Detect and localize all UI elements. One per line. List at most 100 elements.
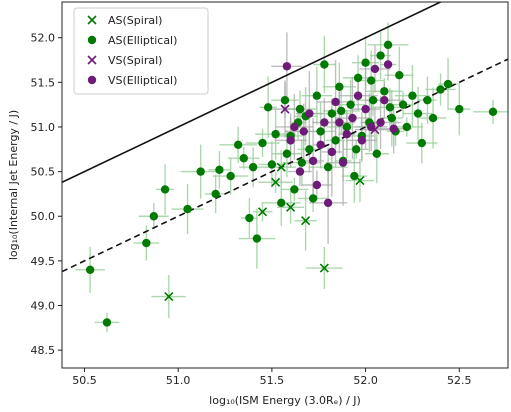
as-elliptical-point: [215, 165, 224, 175]
vs-elliptical-point: [383, 60, 393, 69]
as-elliptical-point: [455, 104, 464, 114]
legend-label: VS(Spiral): [108, 54, 162, 67]
as-elliptical-point: [149, 212, 159, 221]
legend-label: VS(Elliptical): [108, 74, 177, 87]
legend-marker: [87, 75, 97, 85]
as-elliptical-point: [183, 204, 192, 214]
vs-elliptical-point: [370, 64, 380, 74]
as-elliptical-point: [423, 95, 432, 105]
as-elliptical-point: [346, 100, 355, 109]
vs-elliptical-point: [305, 109, 314, 118]
as-spiral-point: [271, 177, 281, 187]
x-marker-stroke: [286, 202, 296, 212]
as-elliptical-point: [443, 79, 453, 89]
as-elliptical-point: [160, 185, 170, 194]
as-elliptical-point: [85, 265, 95, 275]
vs-elliptical-point: [361, 104, 370, 114]
as-elliptical-point: [196, 167, 205, 176]
vs-elliptical-point: [316, 140, 325, 150]
y-axis-label: log₁₀(Internal Jet Energy / J): [7, 110, 20, 260]
legend-label: AS(Spiral): [108, 14, 162, 27]
as-elliptical-point: [327, 109, 337, 118]
as-elliptical-point: [252, 234, 262, 243]
vs-elliptical-point: [338, 158, 348, 167]
vs-elliptical-point: [342, 129, 352, 139]
as-elliptical-point: [398, 100, 408, 109]
vs-elliptical-point: [331, 97, 340, 107]
vs-elliptical-point: [376, 118, 385, 127]
y-tick-label: 49.5: [31, 255, 56, 268]
y-tick-label: 50.0: [31, 210, 56, 223]
vs-elliptical-point: [327, 147, 337, 157]
as-elliptical-point: [331, 136, 340, 145]
vs-elliptical-point: [312, 180, 322, 190]
vs-elliptical-point: [353, 91, 363, 100]
as-elliptical-point: [280, 95, 290, 105]
as-elliptical-point: [312, 91, 322, 100]
legend-label: AS(Elliptical): [108, 34, 177, 47]
y-tick-label: 48.5: [31, 344, 56, 357]
as-elliptical-point: [245, 213, 254, 223]
as-elliptical-point: [102, 318, 112, 327]
y-tick-label: 50.5: [31, 166, 56, 179]
x-marker-stroke: [87, 15, 97, 25]
as-spiral-point: [286, 202, 296, 212]
x-marker-stroke: [164, 292, 174, 302]
as-elliptical-point: [380, 87, 389, 96]
as-elliptical-point: [402, 122, 412, 132]
as-elliptical-point: [335, 82, 344, 92]
as-elliptical-point: [367, 76, 376, 85]
legend-marker: [87, 55, 97, 65]
as-elliptical-point: [239, 154, 248, 163]
as-elliptical-point: [211, 189, 220, 199]
as-elliptical-point: [385, 103, 395, 112]
x-tick-label: 51.0: [166, 374, 191, 387]
as-spiral-point: [257, 207, 268, 217]
as-elliptical-point: [271, 129, 280, 139]
as-elliptical-point: [297, 158, 307, 167]
as-spiral-point: [319, 263, 329, 273]
as-elliptical-point: [372, 149, 382, 158]
y-tick-label: 49.0: [31, 300, 56, 313]
y-tick-label: 51.5: [31, 76, 56, 89]
x-marker-stroke: [355, 175, 365, 186]
vs-elliptical-point: [380, 95, 389, 105]
as-elliptical-point: [395, 71, 404, 80]
as-elliptical-point: [368, 95, 378, 105]
as-elliptical-point: [248, 162, 258, 172]
x-marker-stroke: [257, 207, 268, 217]
x-marker-stroke: [301, 216, 311, 226]
legend: AS(Spiral) AS(Elliptical) VS(Spiral) VS(Ell…: [73, 7, 209, 95]
vs-elliptical-point: [308, 156, 318, 166]
dashed-reference-line: [62, 58, 508, 273]
as-elliptical-point: [436, 85, 445, 94]
as-elliptical-point: [263, 103, 273, 112]
vs-elliptical-point: [348, 113, 357, 123]
as-elliptical-point: [350, 171, 359, 181]
vs-elliptical-point: [295, 167, 305, 176]
x-marker-stroke: [280, 104, 290, 114]
x-marker-stroke: [87, 55, 97, 65]
x-marker-stroke: [370, 125, 380, 135]
as-elliptical-point: [226, 171, 235, 181]
as-elliptical-point: [305, 145, 314, 154]
reference-lines: [62, 2, 508, 273]
legend-box: [73, 7, 209, 95]
as-elliptical-point: [267, 160, 277, 169]
x-tick-label: 52.0: [353, 374, 378, 387]
vs-elliptical-point: [323, 198, 333, 208]
vs-elliptical-point: [282, 62, 292, 71]
as-elliptical-point: [413, 109, 423, 118]
legend-marker: [87, 35, 97, 45]
as-elliptical-point: [316, 127, 325, 136]
as-elliptical-point: [361, 58, 370, 67]
as-elliptical-point: [320, 60, 329, 69]
as-elliptical-point: [383, 40, 393, 50]
as-elliptical-point: [290, 185, 299, 194]
x-marker-stroke: [319, 263, 329, 273]
solid-reference-line: [62, 2, 443, 184]
y-tick-label: 52.0: [31, 32, 56, 45]
as-elliptical-point: [342, 122, 352, 132]
vs-elliptical-point: [290, 122, 299, 132]
